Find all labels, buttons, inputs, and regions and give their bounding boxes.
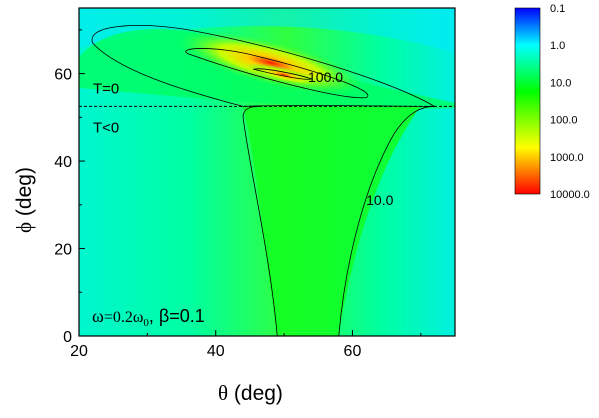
heatmap-field (79, 8, 455, 336)
x-axis-label: θ (deg) (218, 381, 283, 405)
colorbar (514, 7, 541, 195)
y-axis: 0 20 40 60 (54, 29, 85, 346)
contour-10-left-stem (242, 106, 278, 336)
colorbar-tick-label: 1000.0 (550, 152, 584, 164)
x-axis: 20 40 60 (70, 330, 422, 360)
y-tick-label: 40 (54, 154, 72, 171)
colorbar-labels: 0.1 1.0 10.0 100.0 1000.0 10000.0 (550, 3, 590, 201)
colorbar-tick-label: 10000.0 (550, 189, 590, 201)
contour-label-100: 100.0 (308, 69, 343, 85)
y-tick-label: 0 (63, 329, 72, 346)
heatmap-stem (243, 106, 421, 336)
contour-10-upper (91, 25, 436, 107)
contour-lines (91, 25, 436, 336)
y-axis-label: ϕ (deg) (12, 167, 36, 233)
colorbar-tick-label: 10.0 (550, 77, 571, 89)
upper-region-label: T=0 (93, 80, 119, 97)
x-tick-label: 60 (344, 343, 362, 360)
colorbar-tick-label: 0.1 (550, 3, 565, 15)
y-tick-label: 60 (54, 67, 72, 84)
heatmap-peak-halo (178, 31, 363, 95)
contour-1000 (253, 68, 313, 80)
colorbar-tick-label: 1.0 (550, 40, 565, 52)
y-tick-label: 20 (54, 242, 72, 259)
x-tick-label: 20 (70, 343, 88, 360)
plot-frame (78, 7, 456, 337)
colorbar-tick-label: 100.0 (550, 115, 578, 127)
contour-label-10: 10.0 (366, 192, 393, 208)
x-tick-label: 40 (207, 343, 225, 360)
heatmap-low-region (79, 8, 455, 53)
parameter-annotation: ω=0.2ω0, β=0.1 (92, 306, 205, 329)
lower-region-label: T<0 (93, 119, 119, 136)
contour-10-right-stem (338, 106, 435, 336)
contour-100 (185, 48, 369, 99)
